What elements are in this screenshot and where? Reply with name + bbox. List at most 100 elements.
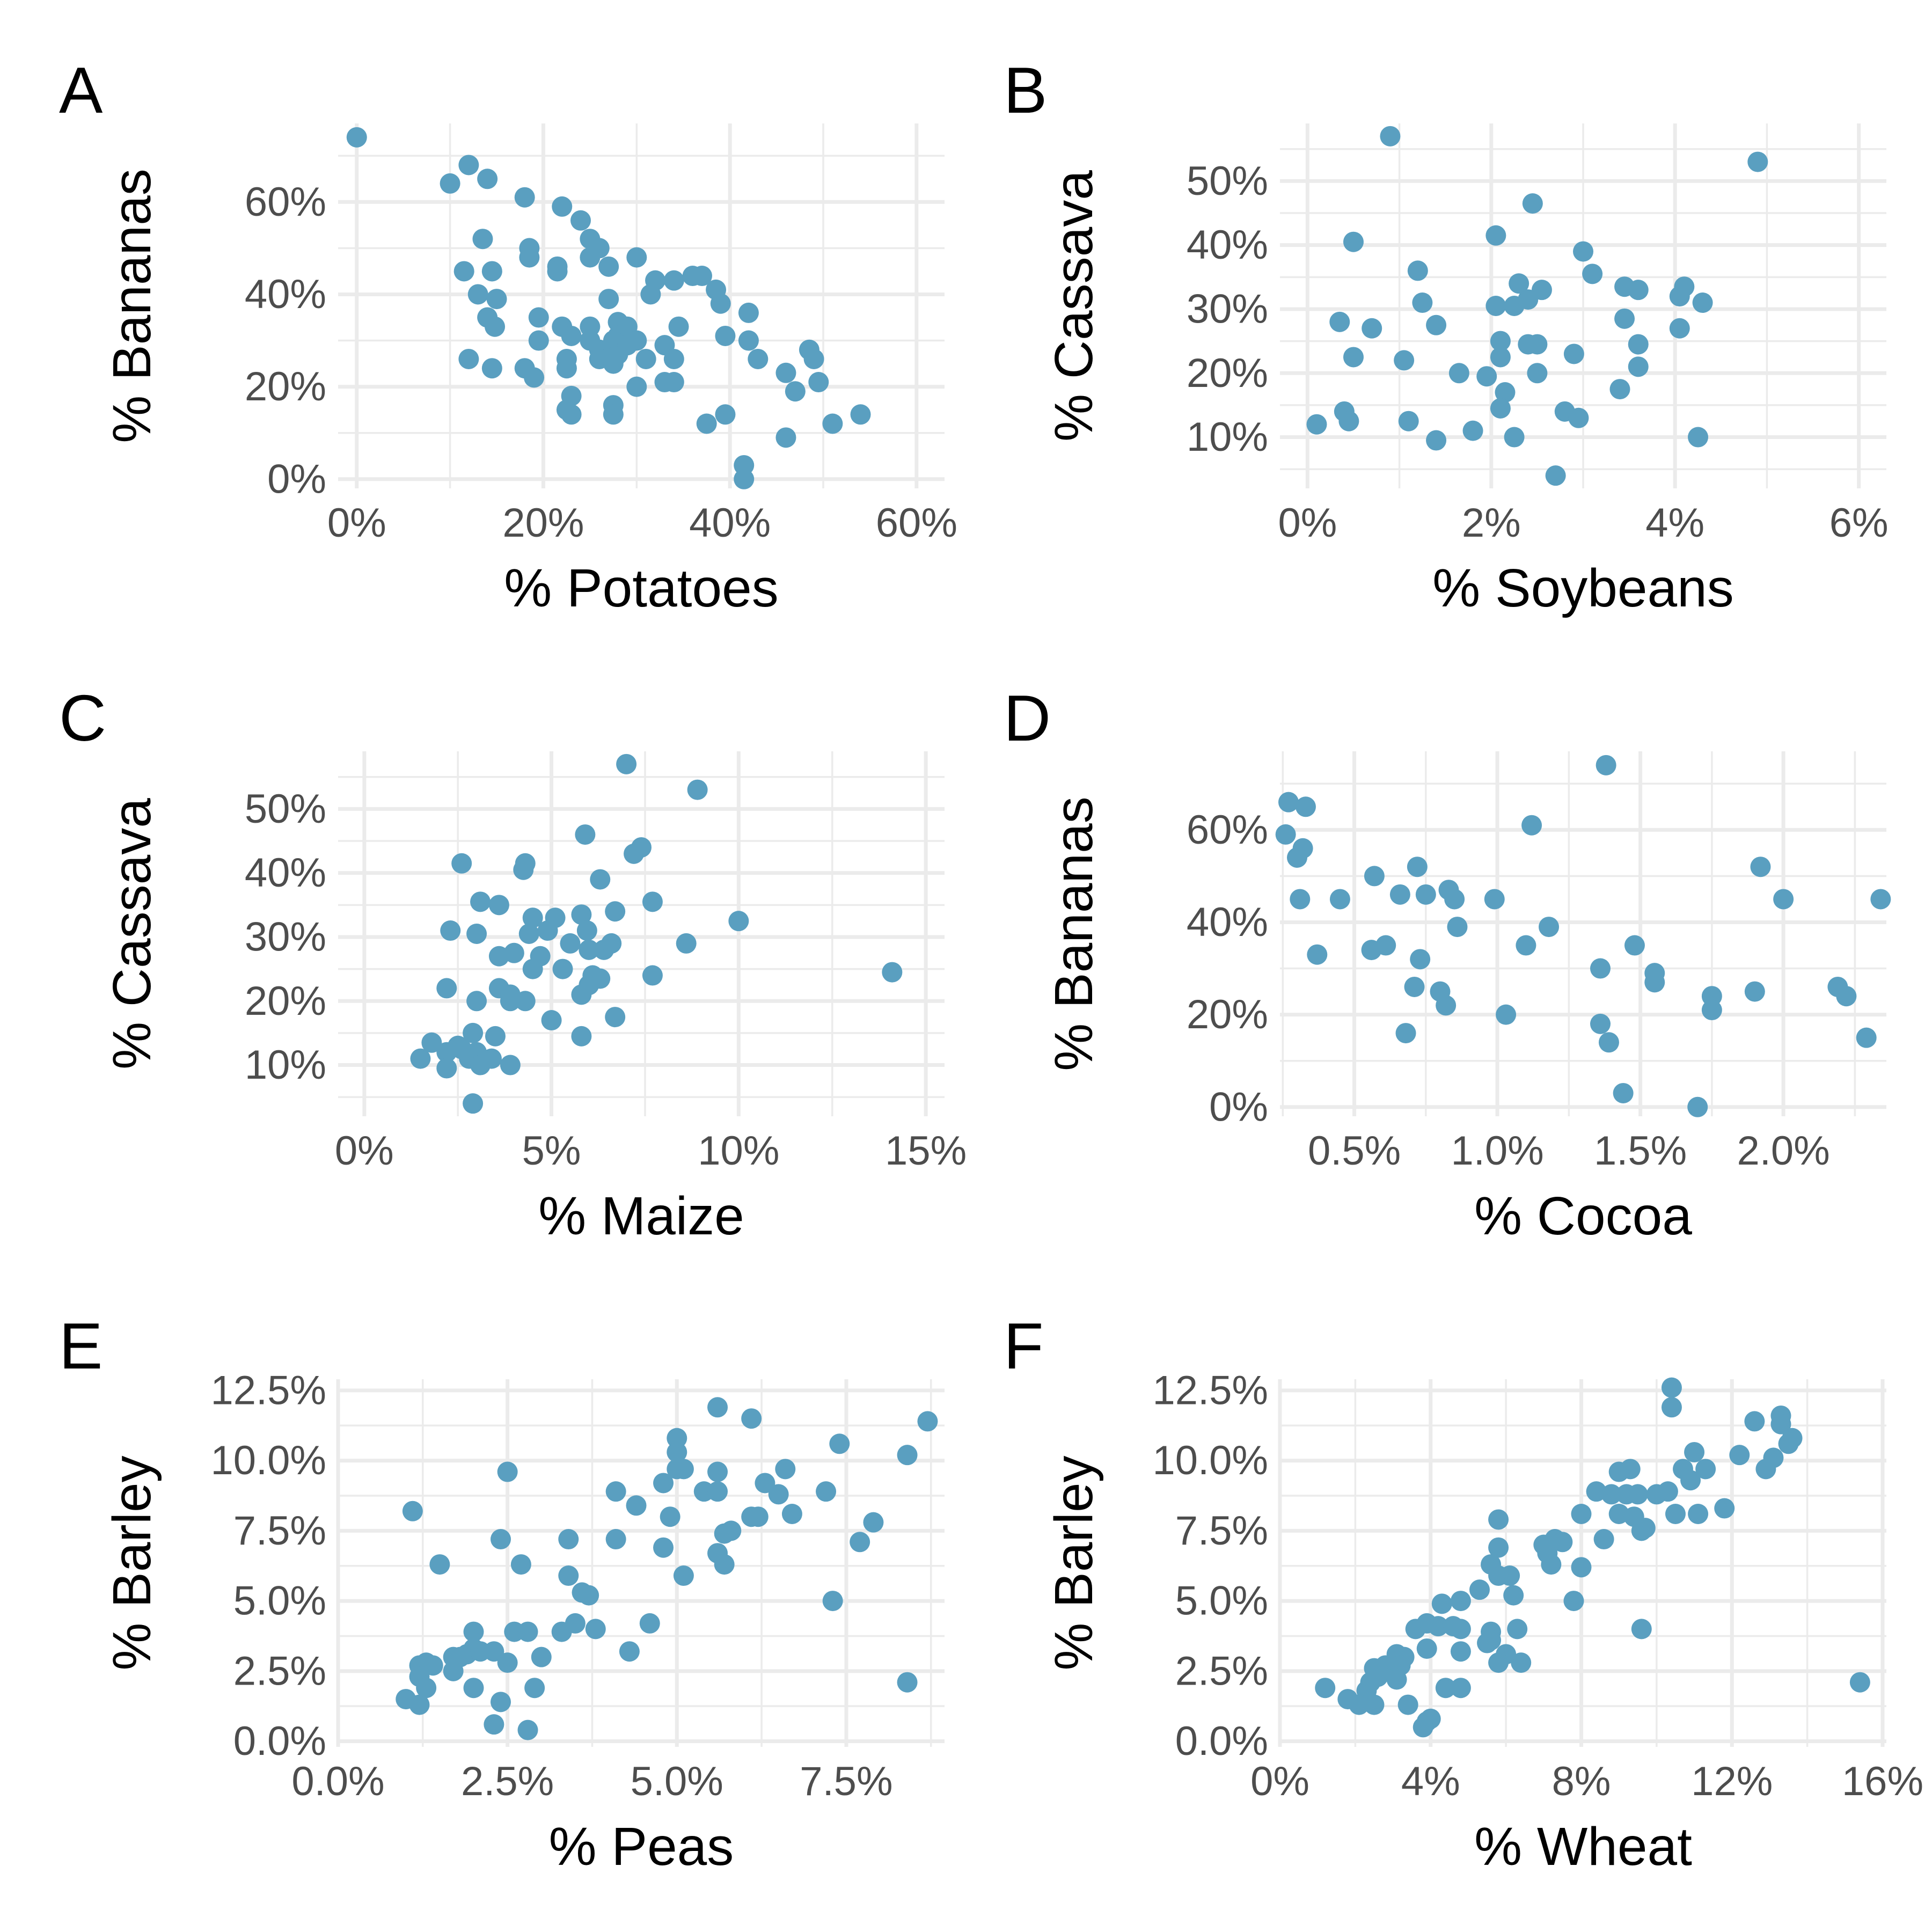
data-point xyxy=(1680,1470,1701,1491)
x-tick-label: 0.0% xyxy=(291,1759,384,1804)
data-point xyxy=(1343,347,1364,368)
data-point xyxy=(605,1481,626,1502)
data-point xyxy=(463,1022,484,1043)
data-point xyxy=(409,1694,430,1715)
data-point xyxy=(1426,430,1447,451)
data-point xyxy=(603,353,624,374)
data-point xyxy=(635,348,656,369)
x-tick-label: 5% xyxy=(522,1128,581,1174)
x-tick-label: 15% xyxy=(885,1128,967,1174)
data-point xyxy=(1507,1619,1528,1640)
data-point xyxy=(1527,334,1548,355)
panel-e: 0.0% 2.5% 5.0% 7.5% 0.0% 2.5% 5.0% 7.5% 10.0% 12.… xyxy=(59,1309,945,1877)
y-tick-label: 10.0% xyxy=(211,1438,327,1483)
data-point xyxy=(1450,1619,1471,1640)
x-tick-label: 16% xyxy=(1842,1759,1923,1804)
data-point xyxy=(707,1397,728,1418)
data-point xyxy=(1773,889,1794,910)
x-tick-label: 40% xyxy=(689,500,771,546)
data-point xyxy=(710,293,731,314)
data-point xyxy=(667,1441,687,1462)
data-point xyxy=(603,404,624,425)
data-point xyxy=(556,358,577,379)
data-point xyxy=(484,1641,504,1662)
data-point xyxy=(1729,1445,1750,1466)
data-point xyxy=(1485,296,1506,316)
data-point xyxy=(748,1506,769,1527)
data-point xyxy=(816,1481,837,1502)
y-axis-title: % Bananas xyxy=(1044,796,1104,1071)
data-point xyxy=(721,1520,742,1541)
data-point xyxy=(748,348,769,369)
data-point xyxy=(1448,363,1469,384)
data-point xyxy=(1407,260,1428,281)
data-point xyxy=(1476,366,1497,387)
data-point xyxy=(580,247,601,268)
data-point xyxy=(755,1473,775,1494)
data-point xyxy=(1343,231,1364,252)
data-point xyxy=(528,307,549,328)
data-point xyxy=(639,1613,660,1634)
data-point xyxy=(579,975,599,996)
data-point xyxy=(416,1678,437,1699)
x-tick-label: 2.0% xyxy=(1737,1128,1829,1174)
data-point xyxy=(518,924,539,944)
data-point xyxy=(484,1714,504,1735)
data-point xyxy=(1628,356,1649,377)
data-point xyxy=(1687,1096,1708,1117)
panel-letter: F xyxy=(1004,1309,1044,1382)
data-point xyxy=(1744,981,1765,1002)
data-point xyxy=(1593,1529,1614,1550)
data-point xyxy=(619,1641,640,1662)
data-point xyxy=(1488,1537,1509,1558)
data-point xyxy=(488,895,509,916)
data-point xyxy=(1573,241,1593,262)
data-point xyxy=(517,1621,538,1642)
data-point xyxy=(421,1032,442,1053)
data-point xyxy=(1477,1633,1498,1653)
data-point xyxy=(863,1512,884,1533)
x-tick-label: 0% xyxy=(1278,500,1337,546)
data-point xyxy=(410,1048,431,1069)
data-point xyxy=(616,753,637,774)
data-point xyxy=(561,325,582,346)
data-point xyxy=(1278,792,1299,813)
data-point xyxy=(466,991,487,1012)
data-point xyxy=(1286,847,1307,868)
data-point xyxy=(1856,1027,1877,1048)
data-point xyxy=(1661,1397,1682,1418)
data-point xyxy=(467,284,488,305)
data-point xyxy=(645,270,666,291)
data-point xyxy=(1386,1669,1407,1690)
data-point xyxy=(1435,1678,1456,1699)
data-point xyxy=(692,266,712,287)
data-point xyxy=(1484,889,1505,910)
data-point xyxy=(1688,1503,1709,1524)
data-point xyxy=(458,155,479,175)
data-point xyxy=(579,939,599,960)
data-point xyxy=(1609,379,1630,400)
data-point xyxy=(1415,884,1436,905)
y-tick-label: 60% xyxy=(245,179,326,225)
x-tick-label: 0% xyxy=(1250,1759,1309,1804)
panel-a: 0% 20% 40% 60% 0% 20% 40% 60% % Potatoes % Banana… xyxy=(59,54,957,618)
data-point xyxy=(781,1503,802,1524)
data-point xyxy=(510,1554,531,1575)
data-point xyxy=(485,1026,506,1046)
data-point xyxy=(1635,1518,1656,1539)
x-tick-label: 8% xyxy=(1552,1759,1611,1804)
data-point xyxy=(734,469,755,489)
data-point xyxy=(660,1506,680,1527)
data-point xyxy=(707,1461,728,1482)
data-point xyxy=(1541,1554,1562,1575)
data-point xyxy=(514,187,535,208)
data-point xyxy=(1849,1672,1870,1693)
data-point xyxy=(1598,1032,1619,1053)
data-point xyxy=(1590,958,1611,979)
data-point xyxy=(1290,889,1311,910)
data-point xyxy=(1444,889,1465,910)
data-point xyxy=(653,1537,674,1558)
y-tick-label: 5.0% xyxy=(1175,1578,1268,1624)
y-axis-title: % Bananas xyxy=(102,169,162,443)
data-point xyxy=(1447,917,1468,938)
